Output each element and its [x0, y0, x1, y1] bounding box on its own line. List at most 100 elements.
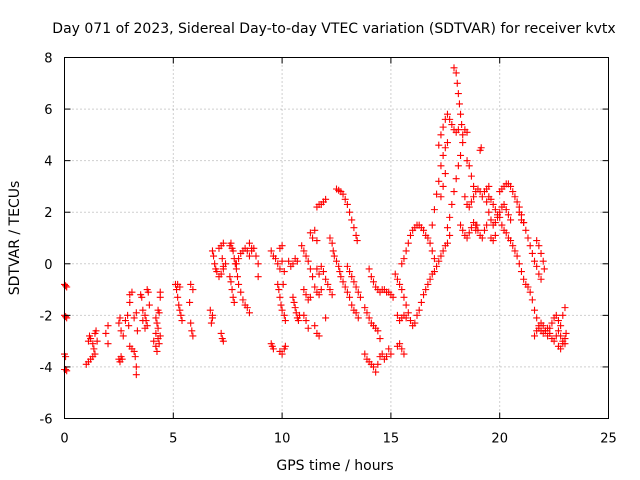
data-point — [393, 311, 401, 319]
data-point — [559, 311, 567, 319]
data-point — [517, 268, 525, 276]
data-point — [285, 257, 293, 265]
data-point — [441, 170, 449, 178]
data-point — [550, 337, 558, 345]
data-point — [243, 304, 251, 312]
data-point — [396, 280, 404, 288]
data-point — [289, 260, 297, 268]
x-tick-label: 15 — [383, 432, 400, 447]
chart-title: Day 071 of 2023, Sidereal Day-to-day VTE… — [52, 21, 615, 37]
data-point — [500, 200, 508, 208]
data-point — [455, 100, 463, 108]
data-point — [154, 324, 162, 332]
data-point — [393, 275, 401, 283]
data-point — [400, 255, 408, 263]
data-point — [175, 301, 183, 309]
data-point — [424, 280, 432, 288]
data-point — [141, 311, 149, 319]
data-point — [298, 242, 306, 250]
data-point — [219, 337, 227, 345]
data-point — [276, 265, 284, 273]
data-point — [452, 175, 460, 183]
data-point — [437, 252, 445, 260]
data-point — [208, 311, 216, 319]
data-point — [291, 304, 299, 312]
data-point — [367, 273, 375, 281]
data-point — [435, 257, 443, 265]
data-point — [463, 234, 471, 242]
data-point — [189, 286, 197, 294]
data-point — [227, 278, 235, 286]
data-point — [306, 229, 314, 237]
data-point — [504, 211, 512, 219]
data-point — [557, 322, 565, 330]
data-point — [269, 345, 277, 353]
data-point — [176, 306, 184, 314]
data-point — [485, 208, 493, 216]
data-point — [502, 206, 510, 214]
data-point — [363, 309, 371, 317]
data-point — [461, 193, 469, 201]
data-point — [177, 311, 185, 319]
data-point — [477, 144, 485, 152]
x-tick-label: 20 — [491, 432, 508, 447]
data-point — [217, 270, 225, 278]
data-point — [226, 273, 234, 281]
data-point — [315, 291, 323, 299]
data-point — [144, 288, 152, 296]
data-point — [275, 286, 283, 294]
data-point — [478, 234, 486, 242]
data-point — [531, 332, 539, 340]
data-point — [346, 293, 354, 301]
data-point — [548, 319, 556, 327]
data-point — [311, 226, 319, 234]
data-point — [117, 327, 125, 335]
data-point — [333, 257, 340, 265]
data-point — [343, 262, 351, 270]
y-tick-label: -4 — [40, 361, 53, 376]
data-point — [328, 291, 336, 299]
data-point — [389, 293, 397, 301]
data-point — [454, 162, 462, 170]
data-point — [507, 216, 515, 224]
data-point — [465, 203, 473, 211]
data-point — [561, 335, 569, 343]
y-tick-label: 4 — [44, 155, 52, 170]
data-point — [507, 237, 515, 245]
data-point — [131, 353, 139, 361]
data-point — [300, 311, 308, 319]
data-point — [128, 288, 136, 296]
data-point — [439, 247, 447, 255]
data-point — [156, 332, 164, 340]
data-point — [280, 311, 288, 319]
data-point — [245, 309, 253, 317]
data-point — [430, 255, 438, 263]
series-sdtvar — [61, 64, 570, 379]
data-point — [330, 252, 338, 260]
x-tick-label: 25 — [600, 432, 617, 447]
data-point — [313, 265, 321, 273]
data-point — [290, 298, 298, 306]
data-point — [306, 293, 314, 301]
data-point — [489, 200, 497, 208]
data-point — [361, 304, 369, 312]
data-point — [463, 128, 471, 136]
data-point — [524, 283, 532, 291]
data-point — [467, 224, 475, 232]
data-point — [155, 340, 163, 348]
data-point — [276, 293, 284, 301]
data-point — [406, 231, 414, 239]
data-point — [229, 247, 237, 255]
data-point — [539, 257, 547, 265]
data-point — [302, 252, 310, 260]
data-point — [152, 329, 160, 337]
data-point — [348, 216, 356, 224]
x-tick-label: 0 — [60, 432, 68, 447]
data-point — [428, 221, 436, 229]
data-point — [546, 324, 554, 332]
data-point — [329, 247, 337, 255]
data-point — [315, 332, 323, 340]
data-point — [562, 329, 570, 337]
data-point — [92, 327, 100, 335]
data-point — [102, 329, 110, 337]
